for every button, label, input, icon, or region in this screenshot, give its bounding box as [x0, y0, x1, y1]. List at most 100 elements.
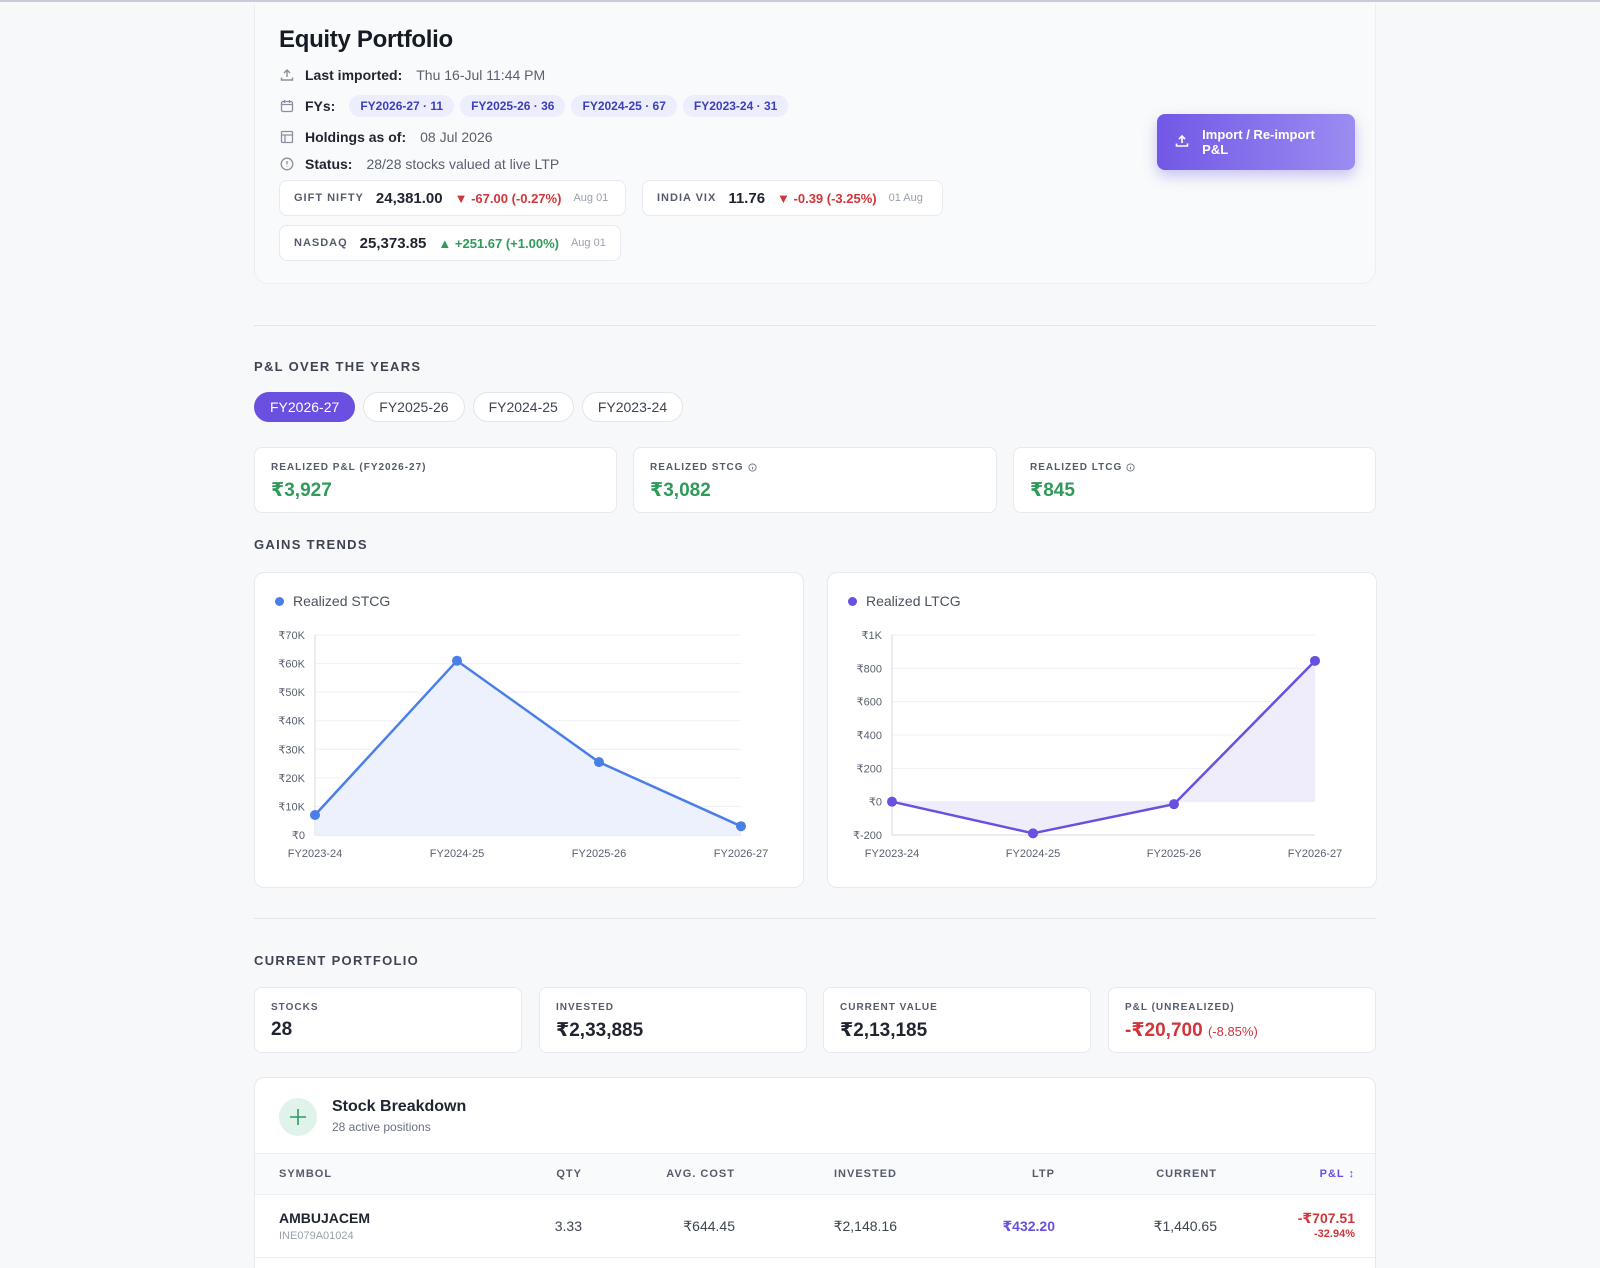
legend-label: Realized LTCG [866, 593, 961, 609]
stat-label: STOCKS [271, 1002, 319, 1013]
stat-label: REALIZED STCG [650, 462, 744, 473]
col-qty[interactable]: QTY [556, 1168, 582, 1180]
ticker-value: 24,381.00 [375, 189, 443, 207]
info-icon[interactable] [1126, 463, 1135, 472]
holdings-label: Holdings as of: [305, 129, 407, 145]
stat-value: ₹3,927 [271, 480, 332, 501]
stat-value: ₹2,33,885 [556, 1020, 644, 1041]
col-invested[interactable]: INVESTED [833, 1168, 897, 1180]
ticker-change: ▼ -67.00 (-0.27%) [454, 190, 562, 206]
table-row[interactable]: AMBUJACEM INE079A01024 3.33 ₹644.45 ₹2,1… [255, 1196, 1375, 1258]
ticker-change: ▲ +251.67 (+1.00%) [438, 235, 559, 251]
status-value: 28/28 stocks valued at live LTP [366, 156, 560, 172]
y-tick-label: ₹0 [292, 830, 305, 842]
y-tick-label: ₹200 [857, 763, 882, 775]
data-point [310, 810, 320, 820]
table-icon [279, 129, 295, 145]
add-position-button[interactable] [279, 1098, 317, 1136]
data-point [1310, 655, 1320, 666]
ticker-date: Aug 01 [573, 192, 609, 204]
import-button[interactable]: Import / Re-import P&L [1157, 114, 1355, 170]
ticker-value: 11.76 [728, 189, 766, 207]
stcg-chart-card: Realized STCG ₹0 ₹10K ₹20K ₹30K ₹40K ₹50K ₹60K… [254, 572, 804, 888]
col-symbol[interactable]: SYMBOL [279, 1168, 333, 1180]
legend-label: Realized STCG [293, 593, 391, 609]
y-tick-label: ₹40K [278, 716, 305, 728]
fy-chip: FY2023-24 · 31 [682, 95, 789, 117]
row-pl: -₹707.51 [1297, 1210, 1355, 1226]
y-tick-label: ₹70K [278, 630, 305, 642]
table-header: SYMBOL QTY AVG. COST INVESTED LTP CURREN… [255, 1153, 1375, 1195]
stat-label: REALIZED P&L (FY2026-27) [271, 462, 427, 473]
y-tick-label: ₹1K [862, 630, 883, 642]
upload-icon [279, 67, 295, 83]
ticker-nasdaq: NASDAQ 25,373.85 ▲ +251.67 (+1.00%) Aug … [279, 225, 621, 261]
holdings-value: 08 Jul 2026 [420, 129, 493, 145]
plus-icon [290, 1109, 306, 1125]
gains-section-title: GAINS TRENDS [254, 537, 368, 552]
fy-tabs: FY2026-27 FY2025-26 FY2024-25 FY2023-24 [254, 392, 691, 422]
stat-value: 28 [271, 1019, 293, 1040]
last-imported-row: Last imported: Thu 16-Jul 11:44 PM [279, 65, 545, 85]
last-imported-value: Thu 16-Jul 11:44 PM [416, 67, 546, 83]
status-label: Status: [305, 156, 353, 172]
ticker-india-vix: INDIA VIX 11.76 ▼ -0.39 (-3.25%) 01 Aug [642, 180, 943, 216]
stat-label: CURRENT VALUE [840, 1002, 938, 1013]
current-value-card: CURRENT VALUE ₹2,13,185 [823, 987, 1091, 1053]
col-pl[interactable]: P&L ↕ [1319, 1168, 1355, 1180]
realized-stcg-card: REALIZED STCG ₹3,082 [633, 447, 997, 513]
y-tick-label: ₹30K [278, 744, 305, 756]
portfolio-header-card: Equity Portfolio Last imported: Thu 16-J… [254, 4, 1376, 284]
data-point [1028, 828, 1038, 839]
realized-ltcg-card: REALIZED LTCG ₹845 [1013, 447, 1376, 513]
col-avg-cost[interactable]: AVG. COST [666, 1168, 735, 1180]
invested-card: INVESTED ₹2,33,885 [539, 987, 807, 1053]
stocks-card: STOCKS 28 [254, 987, 522, 1053]
y-tick-label: ₹50K [278, 687, 305, 699]
row-ltp: ₹432.20 [1002, 1218, 1055, 1234]
x-tick-label: FY2024-25 [430, 848, 484, 860]
y-tick-label: ₹600 [857, 697, 882, 709]
stat-value: ₹2,13,185 [840, 1020, 928, 1041]
series-line [314, 659, 742, 828]
row-qty: 3.33 [554, 1218, 582, 1234]
stat-label-row: REALIZED LTCG [1030, 462, 1359, 473]
ticker-date: 01 Aug [888, 192, 923, 204]
section-divider [254, 918, 1376, 919]
page-title: Equity Portfolio [279, 26, 453, 53]
holdings-row: Holdings as of: 08 Jul 2026 [279, 127, 493, 147]
col-current[interactable]: CURRENT [1156, 1168, 1217, 1180]
info-icon[interactable] [748, 463, 757, 472]
realized-pl-card: REALIZED P&L (FY2026-27) ₹3,927 [254, 447, 617, 513]
x-tick-label: FY2023-24 [288, 848, 342, 860]
x-tick-label: FY2026-27 [714, 848, 768, 860]
tab-fy2025-26[interactable]: FY2025-26 [363, 392, 465, 422]
tab-fy2026-27[interactable]: FY2026-27 [254, 392, 356, 422]
row-isin: INE079A01024 [279, 1230, 354, 1242]
stat-value: -₹20,700 [1125, 1020, 1203, 1041]
ticker-name: GIFT NIFTY [294, 192, 364, 204]
portfolio-section-title: CURRENT PORTFOLIO [254, 953, 420, 968]
fy-chip: FY2026-27 · 11 [349, 95, 455, 117]
y-tick-label: ₹20K [278, 773, 305, 785]
ticker-gift-nifty: GIFT NIFTY 24,381.00 ▼ -67.00 (-0.27%) A… [279, 180, 626, 216]
tab-fy2024-25[interactable]: FY2024-25 [472, 392, 574, 422]
series-area [892, 660, 1315, 834]
y-tick-label: ₹-200 [853, 830, 882, 842]
fys-label: FYs: [305, 98, 336, 114]
breakdown-subtitle: 28 active positions [332, 1120, 431, 1134]
y-tick-label: ₹0 [869, 797, 882, 809]
data-point [452, 655, 462, 666]
fy-chip: FY2024-25 · 67 [571, 95, 677, 117]
ltcg-chart-card: Realized LTCG ₹-200 ₹0 ₹200 ₹400 ₹600 ₹800 ₹1K… [827, 572, 1377, 888]
stat-value: ₹845 [1030, 480, 1075, 501]
col-ltp[interactable]: LTP [1032, 1168, 1055, 1180]
ticker-name: NASDAQ [294, 237, 348, 249]
unrealized-pl-card: P&L (UNREALIZED) -₹20,700 (-8.85%) [1108, 987, 1376, 1053]
data-point [1169, 799, 1179, 810]
tab-fy2023-24[interactable]: FY2023-24 [581, 392, 684, 422]
ticker-name: INDIA VIX [657, 192, 717, 204]
x-tick-label: FY2023-24 [865, 848, 919, 860]
status-row: Status: 28/28 stocks valued at live LTP [279, 154, 559, 174]
top-border [0, 0, 1600, 2]
